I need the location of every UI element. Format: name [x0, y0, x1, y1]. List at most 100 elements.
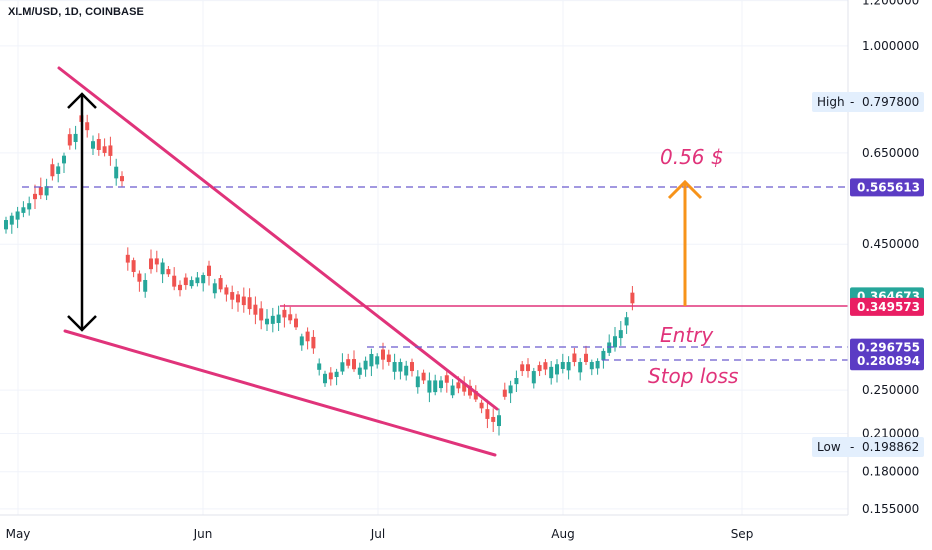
price-tick-label: 0.180000: [862, 465, 919, 479]
candle: [44, 178, 49, 201]
candle: [154, 250, 159, 273]
stop-annotation: Stop loss: [648, 364, 738, 388]
candles: [4, 109, 635, 436]
candle: [276, 305, 281, 331]
candle: [369, 348, 374, 377]
candle: [352, 350, 356, 372]
candle: [131, 257, 136, 278]
candle: [299, 333, 304, 351]
candle: [497, 408, 501, 436]
time-tick-label: Aug: [551, 527, 574, 541]
candle: [549, 361, 554, 385]
grid: [0, 0, 848, 515]
candle: [485, 399, 490, 429]
candle: [375, 353, 380, 369]
candle: [265, 309, 269, 332]
candle: [4, 216, 8, 234]
candle: [149, 249, 153, 274]
candle: [508, 380, 513, 404]
price-tags: 0.5656130.3646730.3495730.2967550.280894…: [812, 92, 924, 457]
price-tag: 0.296755: [850, 338, 924, 357]
candle: [73, 125, 78, 150]
candle: [444, 370, 449, 393]
candle: [491, 408, 496, 433]
candle: [305, 327, 310, 350]
candle: [201, 272, 206, 292]
price-tick-label: 0.210000: [862, 426, 919, 440]
candle: [38, 177, 43, 200]
candle: [578, 358, 583, 381]
candle: [15, 206, 20, 229]
candle: [183, 273, 188, 290]
candle: [502, 382, 507, 400]
price-tag: 0.280894: [850, 352, 924, 371]
candle: [346, 353, 351, 369]
candle: [56, 162, 61, 183]
candle: [520, 360, 525, 377]
price-tag: 0.349573: [850, 297, 924, 316]
svg-text:0.198862: 0.198862: [862, 440, 919, 454]
time-tick-label: May: [6, 527, 31, 541]
candle: [288, 306, 293, 325]
svg-text:0.349573: 0.349573: [857, 300, 920, 314]
candle: [363, 356, 368, 377]
candle: [50, 158, 55, 181]
candle: [624, 311, 629, 334]
candle: [462, 376, 467, 396]
target-arrow: [667, 179, 703, 306]
candle: [439, 376, 443, 393]
target-annotation: 0.56 $: [660, 145, 724, 169]
candle: [566, 356, 571, 380]
candle: [601, 348, 606, 369]
time-axis[interactable]: May Jun Jul Aug Sep: [0, 514, 848, 541]
chart-symbol-title: XLM/USD, 1D, COINBASE: [8, 6, 144, 18]
candle: [410, 358, 414, 377]
candle: [404, 360, 409, 381]
candle: [259, 301, 264, 330]
candle: [172, 267, 177, 291]
candle: [166, 266, 171, 277]
candle: [589, 359, 594, 376]
candle: [218, 274, 223, 293]
candle: [236, 291, 240, 312]
candle: [282, 303, 287, 328]
price-tick-label: 0.450000: [862, 237, 919, 251]
candle: [137, 270, 142, 292]
candle: [526, 358, 530, 378]
candle: [607, 334, 612, 357]
candle: [618, 321, 623, 346]
svg-text:0.280894: 0.280894: [857, 354, 920, 368]
svg-text:-: -: [850, 95, 854, 109]
candle: [595, 358, 600, 375]
candle: [537, 361, 542, 377]
candle: [91, 135, 95, 155]
candle: [479, 399, 484, 414]
candle: [195, 272, 200, 287]
candle: [125, 247, 130, 271]
candle: [398, 358, 403, 380]
candle: [270, 307, 275, 333]
candle: [67, 128, 72, 150]
candle: [102, 138, 107, 157]
time-tick-label: Jul: [370, 527, 385, 541]
candle: [120, 171, 124, 187]
price-tick-label: 0.650000: [862, 146, 919, 160]
candle: [33, 184, 37, 210]
candle: [212, 278, 217, 299]
price-axis[interactable]: 1.200000 1.000000 0.650000 0.450000 0.250000…: [847, 0, 919, 516]
svg-text:High: High: [817, 95, 845, 109]
candle: [96, 133, 101, 156]
candle: [357, 362, 362, 380]
candle: [178, 280, 182, 297]
candle: [433, 374, 438, 396]
price-tick-label: 1.000000: [862, 39, 919, 53]
candle: [114, 158, 119, 186]
candle: [340, 353, 345, 375]
candle: [143, 273, 148, 298]
candle: [555, 359, 559, 383]
time-tick-label: Sep: [731, 527, 754, 541]
candle: [207, 260, 211, 286]
entry-annotation: Entry: [660, 323, 714, 347]
candle: [62, 152, 66, 173]
